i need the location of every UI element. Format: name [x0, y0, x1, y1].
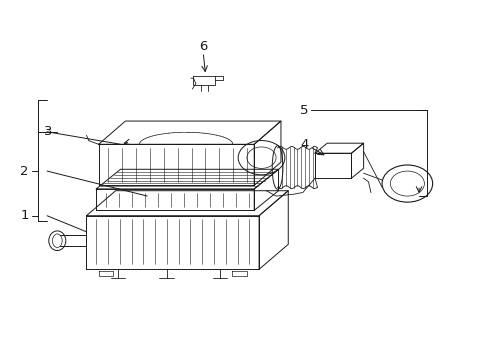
Text: 1: 1 — [20, 209, 29, 222]
Text: 5: 5 — [300, 104, 308, 117]
Text: 6: 6 — [199, 40, 207, 53]
Text: 2: 2 — [20, 165, 29, 177]
Text: 4: 4 — [300, 138, 308, 151]
Text: 3: 3 — [44, 125, 53, 138]
